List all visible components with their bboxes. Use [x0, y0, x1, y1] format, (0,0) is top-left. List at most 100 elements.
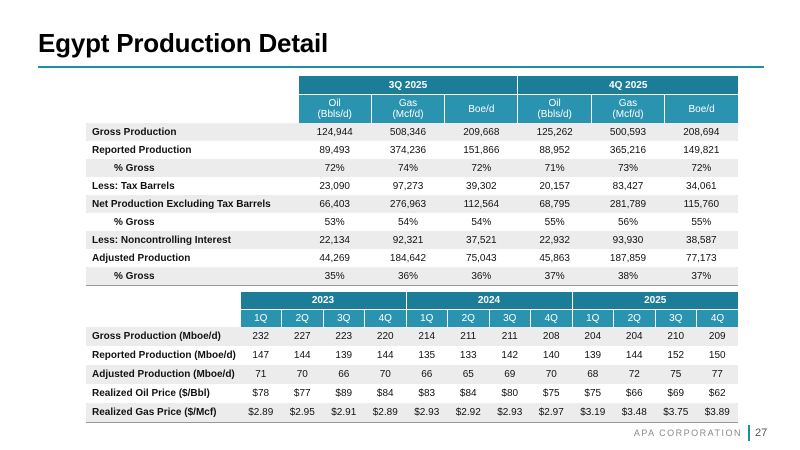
- table-cell: 211: [489, 327, 531, 346]
- table-row: Less: Tax Barrels 23,090 97,273 39,302 20,15…: [86, 177, 738, 195]
- table-cell: 83,427: [591, 177, 665, 195]
- table-cell: 72%: [298, 159, 372, 177]
- table-cell: 44,269: [298, 249, 372, 267]
- table-cell: 55%: [664, 213, 738, 231]
- table-cell: 208: [530, 327, 572, 346]
- table-row: Reported Production 89,493 374,236 151,866 8…: [86, 141, 738, 159]
- table-cell: 22,932: [517, 231, 592, 249]
- table-cell: $80: [489, 384, 531, 403]
- table-cell: 66,403: [298, 195, 372, 213]
- table-row: Net Production Excluding Tax Barrels 66,4…: [86, 195, 738, 213]
- table-cell: 124,944: [298, 123, 372, 141]
- table-cell: $3.19: [572, 403, 614, 423]
- table-row: % Gross 35% 36% 36% 37% 38% 37%: [86, 267, 738, 286]
- table-cell: 211: [447, 327, 489, 346]
- table-cell: $89: [323, 384, 365, 403]
- table-cell: 69: [489, 365, 531, 384]
- table-cell: $2.93: [489, 403, 531, 423]
- page-number: 27: [755, 427, 768, 439]
- table-row: Realized Oil Price ($/Bbl) $78 $77 $89 $84 $8…: [86, 384, 738, 403]
- quarter-header: 2Q: [613, 309, 655, 327]
- table-cell: 89,493: [298, 141, 372, 159]
- quarter-header: 4Q: [364, 309, 406, 327]
- table-cell: 75,043: [444, 249, 518, 267]
- table-cell: 144: [613, 346, 655, 365]
- table-cell: 56%: [591, 213, 665, 231]
- header-blank: [86, 309, 240, 327]
- table-cell: 68: [572, 365, 614, 384]
- table-cell: 115,760: [664, 195, 738, 213]
- table-cell: 187,859: [591, 249, 665, 267]
- year-header: 2025: [571, 292, 738, 310]
- year-header: 2023: [239, 292, 406, 310]
- quarter-header: 3Q: [654, 309, 697, 327]
- table-cell: 210: [655, 327, 697, 346]
- table-cell: $2.92: [447, 403, 489, 423]
- row-label: Reported Production (Mboe/d): [86, 346, 240, 365]
- table-cell: 65: [447, 365, 489, 384]
- quarter-header: 2Q: [447, 309, 489, 327]
- table-cell: 88,952: [517, 141, 592, 159]
- table-cell: 93,930: [591, 231, 665, 249]
- table-cell: 142: [489, 346, 531, 365]
- table-cell: $3.75: [655, 403, 697, 423]
- table-cell: 71: [240, 365, 282, 384]
- table-cell: 70: [364, 365, 406, 384]
- table-cell: 74%: [371, 159, 445, 177]
- quarter-header: 1Q: [405, 309, 448, 327]
- table-cell: 66: [406, 365, 448, 384]
- table-cell: $2.97: [530, 403, 572, 423]
- table-cell: 71%: [517, 159, 592, 177]
- table-cell: 77: [696, 365, 738, 384]
- column-header: Gas (Mcf/d): [370, 94, 445, 123]
- table-cell: $2.93: [406, 403, 448, 423]
- header-blank: [86, 76, 298, 95]
- row-label: Adjusted Production (Mboe/d): [86, 365, 240, 384]
- table-cell: 209,668: [444, 123, 518, 141]
- quarter-header: 4Q: [696, 309, 738, 327]
- table-cell: 68,795: [517, 195, 592, 213]
- table-cell: 20,157: [517, 177, 592, 195]
- row-label: Realized Oil Price ($/Bbl): [86, 384, 240, 403]
- table-cell: 36%: [371, 267, 445, 286]
- table-row: Realized Gas Price ($/Mcf) $2.89 $2.95 $2.9…: [86, 403, 738, 423]
- row-label: % Gross: [86, 213, 298, 231]
- table-cell: 72: [613, 365, 655, 384]
- column-header: Boe/d: [444, 94, 518, 123]
- period-header: 3Q 2025: [297, 76, 518, 95]
- row-label: Gross Production (Mboe/d): [86, 327, 240, 346]
- table-cell: 112,564: [444, 195, 518, 213]
- table-cell: 208,694: [664, 123, 738, 141]
- table-cell: 53%: [298, 213, 372, 231]
- table-row: % Gross 72% 74% 72% 71% 73% 72%: [86, 159, 738, 177]
- table-cell: 38%: [591, 267, 665, 286]
- table-cell: 232: [240, 327, 282, 346]
- table-cell: 72%: [444, 159, 518, 177]
- table-cell: 152: [655, 346, 697, 365]
- table-cell: $2.91: [323, 403, 365, 423]
- row-label: Net Production Excluding Tax Barrels: [86, 195, 298, 213]
- table-cell: 55%: [517, 213, 592, 231]
- table-cell: 70: [281, 365, 323, 384]
- quarter-header: 2Q: [281, 309, 323, 327]
- row-label: Gross Production: [86, 123, 298, 141]
- table-cell: 34,061: [664, 177, 738, 195]
- table-cell: 75: [655, 365, 697, 384]
- year-header: 2024: [405, 292, 572, 310]
- egypt-historical-production-table: 2023 2024 2025 1Q 2Q 3Q 4Q 1Q 2Q 3Q 4Q 1Q 2Q 3Q 4Q …: [86, 292, 738, 423]
- column-header: Oil (Bbls/d): [517, 94, 592, 123]
- table-cell: 276,963: [371, 195, 445, 213]
- table-cell: $77: [281, 384, 323, 403]
- table-cell: 97,273: [371, 177, 445, 195]
- quarter-header: 1Q: [239, 309, 282, 327]
- table-cell: 227: [281, 327, 323, 346]
- table-cell: 54%: [371, 213, 445, 231]
- table-cell: 365,216: [591, 141, 665, 159]
- table-cell: 204: [613, 327, 655, 346]
- table-cell: 36%: [444, 267, 518, 286]
- table-cell: 184,642: [371, 249, 445, 267]
- table-cell: $2.89: [364, 403, 406, 423]
- table-cell: 139: [323, 346, 365, 365]
- table-row: Gross Production 124,944 508,346 209,668 125…: [86, 123, 738, 141]
- title-divider: [38, 66, 764, 68]
